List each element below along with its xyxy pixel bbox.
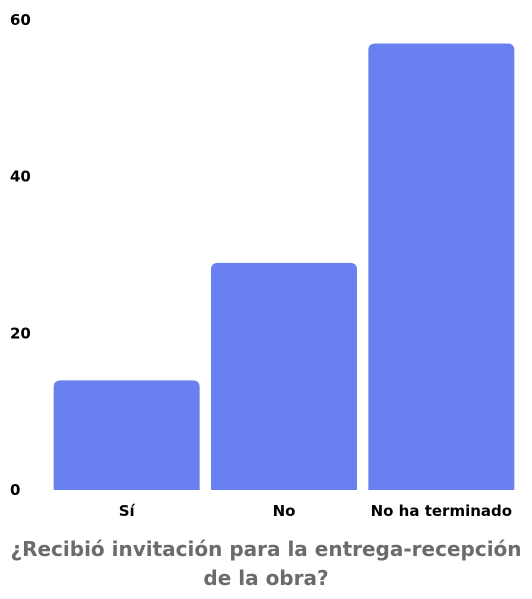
- bar-1: [211, 262, 357, 490]
- x-category-label: Sí: [119, 502, 136, 520]
- bar-chart: 0 20 40 60 Sí No No ha terminado: [10, 11, 515, 520]
- x-category-label: No ha terminado: [371, 502, 512, 520]
- chart-title: ¿Recibió invitación para la entrega-rece…: [10, 537, 522, 590]
- x-category-label: No: [273, 502, 296, 520]
- bar-0: [53, 380, 200, 490]
- y-tick-label: 20: [10, 324, 31, 342]
- y-tick-label: 60: [10, 11, 31, 29]
- y-tick-label: 40: [10, 168, 31, 186]
- y-tick-label: 0: [10, 481, 20, 499]
- bar-2: [368, 43, 515, 490]
